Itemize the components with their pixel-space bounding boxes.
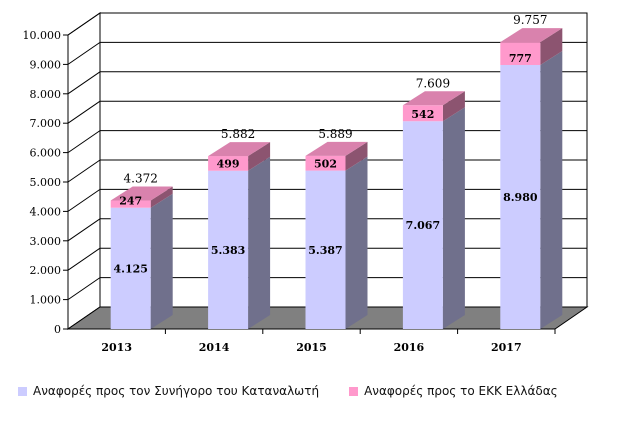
- gridline-side: [67, 247, 101, 271]
- gridline-side: [67, 277, 101, 301]
- gridline-side: [67, 130, 101, 154]
- x-tick-label: 2013: [101, 341, 132, 354]
- data-label: 502: [314, 158, 337, 171]
- bar-side-1: [248, 142, 271, 171]
- bar-segment-1: [305, 155, 346, 171]
- bar-segment-1: [500, 42, 541, 65]
- bar-segment-1: [208, 156, 249, 171]
- gridline-side: [67, 188, 101, 212]
- bar-segment-0: [110, 207, 151, 329]
- y-tick-label: 0: [54, 323, 61, 336]
- data-label: 777: [509, 52, 532, 65]
- bar-segment-1: [110, 200, 151, 208]
- bar-segment-0: [500, 64, 541, 329]
- gridline-side: [67, 71, 101, 95]
- bar-top-1: [402, 91, 465, 106]
- total-label: 7.609: [416, 76, 450, 90]
- bar-top-1: [500, 28, 563, 43]
- x-tick-label: 2016: [394, 341, 425, 354]
- bar-side-1: [345, 141, 368, 171]
- bar-top-1: [110, 186, 173, 201]
- bar-segment-1: [402, 105, 443, 122]
- data-label: 7.067: [406, 219, 440, 232]
- bar-side-1: [540, 28, 563, 65]
- legend: Αναφορές προς τον Συνήγορο του Καταναλωτ…: [18, 384, 558, 398]
- gridline-side: [67, 41, 101, 65]
- legend-label-ekk: Αναφορές προς το ΕΚΚ Ελλάδας: [364, 384, 558, 398]
- y-tick-label: 2.000: [30, 264, 62, 277]
- gridline-side: [67, 12, 101, 36]
- gridline-side: [67, 159, 101, 183]
- gridline-side: [67, 100, 101, 124]
- y-tick-label: 4.000: [30, 205, 62, 218]
- bar-segment-0: [208, 170, 249, 329]
- total-label: 9.757: [513, 13, 547, 27]
- total-label: 5.889: [318, 127, 352, 141]
- x-tick-label: 2014: [199, 341, 230, 354]
- bar-segment-0: [402, 121, 443, 330]
- data-label: 5.383: [211, 244, 245, 257]
- data-label: 8.980: [503, 191, 538, 204]
- y-tick-label: 9.000: [30, 58, 62, 71]
- legend-item-consumer-ombudsman: Αναφορές προς τον Συνήγορο του Καταναλωτ…: [18, 384, 319, 398]
- bar-top-1: [208, 142, 271, 157]
- y-tick-label: 8.000: [30, 88, 62, 101]
- data-label: 542: [411, 108, 434, 121]
- x-tick-label: 2017: [491, 341, 522, 354]
- bar-side-1: [442, 91, 465, 122]
- legend-swatch-consumer-ombudsman: [18, 386, 27, 396]
- legend-item-ekk: Αναφορές προς το ΕΚΚ Ελλάδας: [349, 384, 558, 398]
- total-label: 4.372: [124, 171, 158, 185]
- y-tick-label: 10.000: [23, 29, 62, 42]
- bar-side-0: [150, 193, 173, 329]
- bar-side-1: [150, 186, 173, 208]
- x-tick-label: 2015: [296, 341, 327, 354]
- y-tick-label: 7.000: [30, 117, 62, 130]
- y-tick-label: 3.000: [30, 235, 62, 248]
- y-tick-label: 6.000: [30, 147, 62, 160]
- bar-side-0: [442, 107, 465, 330]
- y-tick-label: 1.000: [30, 294, 62, 307]
- bar-segment-0: [305, 170, 346, 329]
- bar-side-0: [540, 50, 563, 329]
- data-label: 247: [119, 195, 142, 208]
- bar-side-0: [345, 156, 368, 329]
- legend-label-consumer-ombudsman: Αναφορές προς τον Συνήγορο του Καταναλωτ…: [33, 384, 320, 398]
- legend-swatch-ekk: [349, 386, 359, 396]
- gridline-side: [67, 218, 101, 242]
- data-label: 499: [217, 158, 240, 171]
- total-label: 5.882: [221, 127, 255, 141]
- bar-top-1: [305, 141, 368, 156]
- data-label: 4.125: [113, 262, 147, 275]
- data-label: 5.387: [308, 244, 342, 257]
- y-tick-label: 5.000: [30, 176, 62, 189]
- bar-side-0: [248, 156, 271, 329]
